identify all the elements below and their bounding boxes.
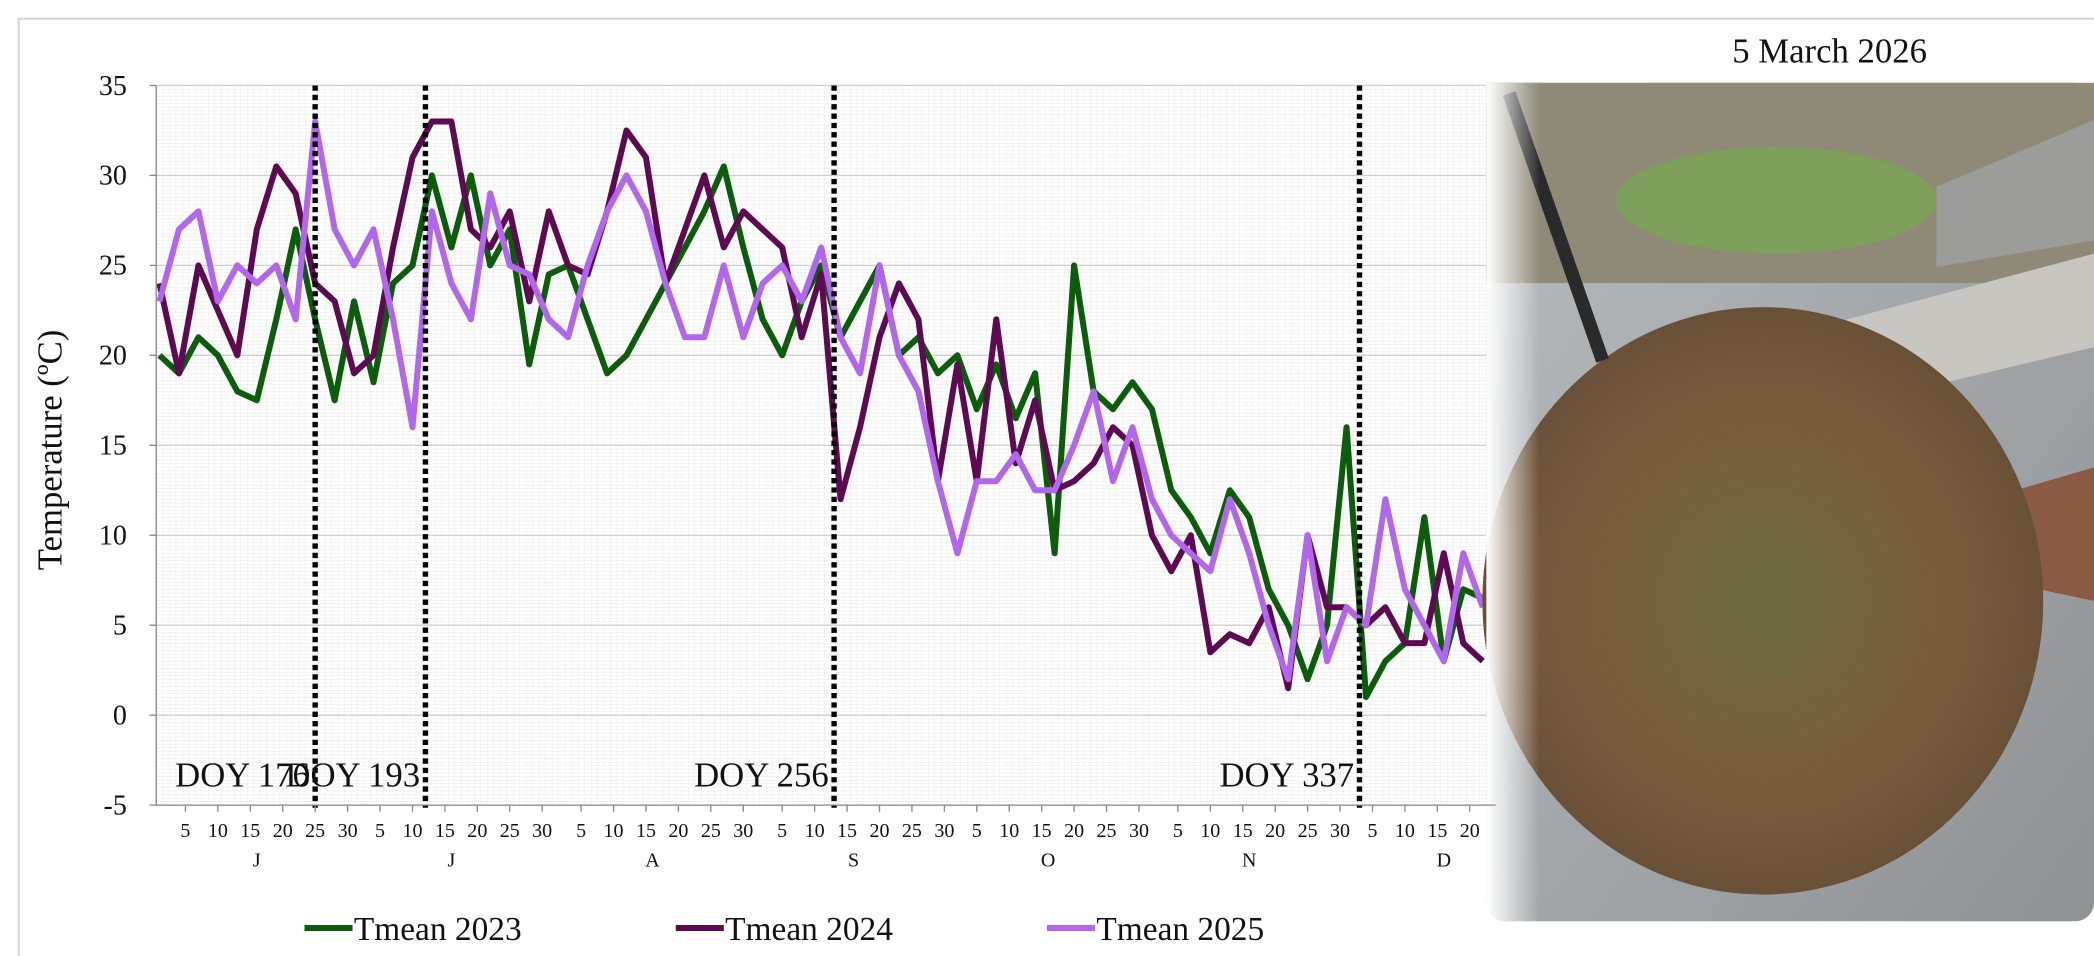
y-tick-label: 0: [113, 701, 127, 732]
x-tick-label: 5: [972, 820, 982, 842]
photo-lawn: [1616, 147, 1937, 254]
x-tick-label: 15: [1032, 820, 1052, 842]
x-tick-label: 5: [1367, 820, 1377, 842]
legend-label: Tmean 2025: [1096, 911, 1264, 948]
x-tick-label: 20: [668, 820, 688, 842]
x-tick-label: 15: [837, 820, 857, 842]
x-tick-label: 25: [902, 820, 922, 842]
x-tick-label: 30: [338, 820, 358, 842]
x-tick-label: 20: [273, 820, 293, 842]
x-tick-label: 5: [180, 820, 190, 842]
legend-label: Tmean 2024: [725, 911, 893, 948]
x-tick-label: 30: [934, 820, 954, 842]
x-tick-label: 25: [305, 820, 325, 842]
y-tick-label: -5: [104, 790, 127, 821]
x-tick-label: 15: [435, 820, 455, 842]
x-tick-label: 15: [636, 820, 656, 842]
x-tick-label: 10: [805, 820, 825, 842]
x-tick-label: 25: [1097, 820, 1117, 842]
photo: [1482, 83, 2094, 922]
month-label: D: [1437, 850, 1451, 872]
x-tick-label: 5: [777, 820, 787, 842]
x-tick-label: 20: [1064, 820, 1084, 842]
x-tick-label: 10: [208, 820, 228, 842]
y-tick-label: 25: [99, 251, 127, 282]
x-tick-label: 5: [1173, 820, 1183, 842]
month-label: S: [848, 850, 859, 872]
y-tick-label: 15: [99, 431, 127, 462]
x-tick-label: 15: [1427, 820, 1447, 842]
x-tick-label: 5: [375, 820, 385, 842]
x-tick-label: 25: [1298, 820, 1318, 842]
x-tick-label: 25: [500, 820, 520, 842]
x-tick-label: 30: [733, 820, 753, 842]
month-label: A: [645, 850, 660, 872]
y-tick-label: 10: [99, 521, 127, 552]
y-axis-label: Temperature (ºC): [30, 330, 69, 571]
x-tick-label: 15: [240, 820, 260, 842]
photo-shrub: [1482, 307, 2043, 894]
x-tick-label: 20: [467, 820, 487, 842]
doy-label: DOY 337: [1220, 755, 1355, 794]
x-tick-label: 10: [604, 820, 624, 842]
x-tick-label: 10: [1395, 820, 1415, 842]
x-tick-label: 30: [1129, 820, 1149, 842]
y-tick-label: 5: [113, 611, 127, 642]
x-tick-label: 10: [999, 820, 1019, 842]
x-tick-label: 30: [532, 820, 552, 842]
x-tick-label: 15: [1233, 820, 1253, 842]
photo-fade: [1486, 83, 1539, 922]
x-tick-label: 25: [701, 820, 721, 842]
photo-caption: 5 March 2026: [1732, 32, 1927, 71]
y-tick-label: 30: [99, 161, 127, 192]
doy-label: DOY 256: [694, 755, 829, 794]
month-label: J: [253, 850, 261, 872]
x-tick-label: 20: [1460, 820, 1480, 842]
x-tick-label: 20: [869, 820, 889, 842]
month-label: N: [1242, 850, 1256, 872]
chart: DOY 176DOY 193DOY 256DOY 337 5 March 202…: [0, 0, 2094, 956]
page: {"chart_data": { "type": "line", "y_labe…: [0, 0, 2094, 956]
x-tick-label: 10: [1200, 820, 1220, 842]
x-tick-label: 10: [402, 820, 422, 842]
x-tick-label: 5: [576, 820, 586, 842]
y-tick-label: 20: [99, 341, 127, 372]
legend: Tmean 2023 Tmean 2024 Tmean 2025: [304, 911, 1264, 948]
legend-label: Tmean 2023: [354, 911, 522, 948]
y-tick-label: 35: [99, 71, 127, 102]
x-tick-label: 30: [1330, 820, 1350, 842]
month-label: J: [447, 850, 455, 872]
doy-label: DOY 193: [285, 755, 420, 794]
month-label: O: [1041, 850, 1055, 872]
x-tick-label: 20: [1265, 820, 1285, 842]
